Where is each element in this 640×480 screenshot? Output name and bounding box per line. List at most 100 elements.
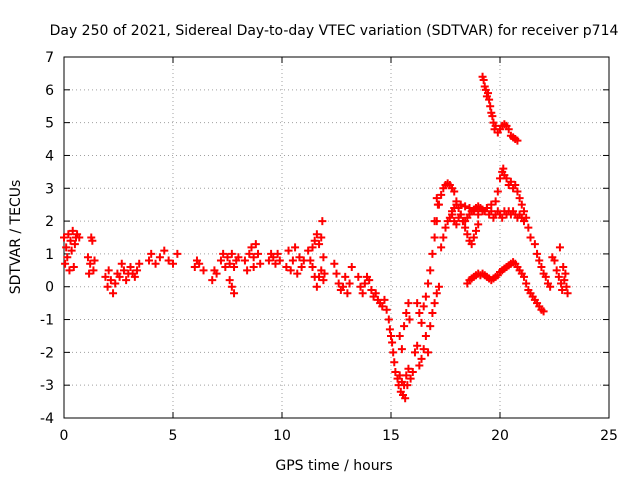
data-point (111, 279, 120, 288)
data-point (402, 308, 411, 317)
x-tick-label: 25 (600, 428, 618, 444)
data-point (62, 243, 71, 252)
data-point (550, 256, 559, 265)
data-point (169, 259, 177, 268)
data-point (424, 279, 433, 288)
data-point (461, 202, 470, 211)
data-point (130, 272, 139, 281)
data-point (319, 253, 328, 262)
data-point (312, 230, 321, 239)
data-point (234, 253, 243, 262)
data-point (474, 210, 483, 219)
data-point (421, 292, 430, 301)
data-point (522, 279, 531, 288)
data-point (479, 75, 488, 84)
data-point (306, 256, 315, 265)
data-point (89, 266, 98, 275)
data-point (147, 249, 156, 258)
data-point (155, 253, 164, 262)
data-point (562, 282, 571, 291)
data-point (482, 203, 491, 212)
data-point (560, 276, 569, 285)
data-point (533, 249, 542, 258)
data-point (465, 203, 474, 212)
data-point (552, 266, 561, 275)
data-point (437, 190, 446, 199)
data-point (389, 348, 398, 357)
data-point (555, 243, 564, 252)
data-point (68, 226, 77, 235)
data-point (524, 223, 533, 232)
data-point (486, 102, 495, 111)
data-point (410, 348, 419, 357)
data-point (339, 282, 348, 291)
data-point (126, 263, 135, 272)
data-point (432, 289, 441, 298)
data-point (317, 233, 326, 242)
data-point (452, 220, 461, 229)
y-tick-label: 5 (45, 116, 54, 132)
data-point (405, 315, 414, 324)
data-point (421, 331, 430, 340)
data-point (160, 246, 169, 255)
data-point (195, 259, 204, 268)
data-point (343, 289, 352, 298)
data-point (388, 338, 397, 347)
data-point (284, 246, 293, 255)
data-point (249, 263, 258, 272)
data-point (341, 272, 350, 281)
data-point (522, 213, 531, 222)
data-point (69, 263, 78, 272)
data-point (434, 282, 443, 291)
data-point (282, 263, 291, 272)
data-point (216, 256, 225, 265)
data-point (133, 266, 142, 275)
data-point (541, 272, 550, 281)
data-point (173, 249, 182, 258)
data-point (83, 253, 92, 262)
data-point (469, 233, 478, 242)
data-point (406, 374, 415, 383)
data-point (219, 249, 228, 258)
data-point (515, 194, 524, 203)
data-point (334, 279, 343, 288)
data-point (397, 345, 406, 354)
data-point (358, 289, 367, 298)
y-tick-label: -3 (40, 378, 54, 394)
data-point (419, 345, 428, 354)
data-point (426, 322, 435, 331)
data-points (60, 72, 572, 403)
x-axis-label: GPS time / hours (275, 458, 392, 474)
data-point (67, 246, 76, 255)
data-point (315, 240, 324, 249)
data-point (563, 289, 572, 298)
data-point (271, 259, 280, 268)
data-point (318, 217, 327, 226)
data-point (539, 307, 548, 316)
y-tick-label: 1 (45, 247, 54, 263)
data-point (430, 233, 439, 242)
data-point (433, 200, 442, 209)
data-point (65, 266, 74, 275)
data-point (319, 276, 328, 285)
data-point (286, 266, 295, 275)
data-point (227, 282, 236, 291)
data-point (403, 381, 412, 390)
data-point (428, 308, 437, 317)
data-point (101, 272, 110, 281)
data-point (558, 286, 567, 295)
data-point (400, 322, 409, 331)
data-point (378, 302, 387, 311)
data-point (85, 269, 94, 278)
data-point (243, 266, 252, 275)
data-point (317, 266, 326, 275)
data-point (380, 295, 389, 304)
chart-title: Day 250 of 2021, Sidereal Day-to-day VTE… (50, 23, 619, 39)
data-point (86, 259, 95, 268)
data-point (330, 259, 339, 268)
data-point (537, 263, 546, 272)
data-point (190, 263, 199, 272)
data-point (332, 269, 341, 278)
data-point (391, 368, 400, 377)
